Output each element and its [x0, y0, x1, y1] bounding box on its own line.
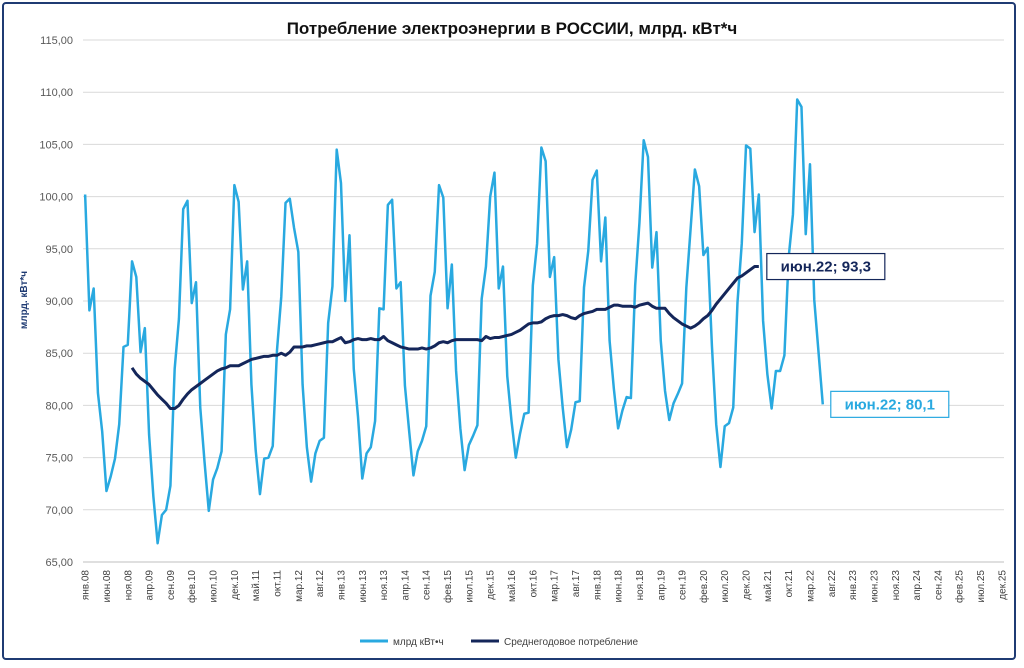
y-tick-label: 80,00: [45, 400, 73, 412]
x-tick-label: июл.25: [976, 570, 987, 603]
annotations: июн.22; 93,3 июн.22; 80,1: [766, 252, 950, 418]
x-tick-label: янв.23: [848, 570, 859, 601]
y-tick-label: 100,00: [39, 192, 73, 204]
series-layer: [83, 98, 825, 545]
y-tick-label: 70,00: [45, 505, 73, 517]
x-tick-label: ноя.18: [635, 570, 646, 601]
x-tick-label: мар.22: [805, 570, 816, 602]
x-tick-label: мар.17: [550, 570, 561, 602]
x-tick-label: дек.20: [742, 570, 753, 600]
x-tick-label: авг.17: [571, 570, 582, 598]
y-tick-label: 110,00: [40, 87, 73, 99]
x-tick-label: апр.24: [912, 570, 923, 601]
y-axis-label: млрд. кВт*ч: [19, 271, 30, 329]
x-tick-label: июл.20: [720, 570, 731, 603]
legend: млрд кВт•ч Среднегодовое потребление: [360, 636, 638, 648]
x-tick-label: сен.14: [422, 570, 433, 600]
x-tick-label: дек.10: [230, 570, 241, 600]
x-tick-label: сен.24: [933, 570, 944, 600]
x-tick-label: июн.18: [614, 570, 625, 603]
x-tick-label: окт.11: [273, 570, 284, 597]
x-tick-label: авг.12: [315, 570, 326, 598]
y-tick-label: 75,00: [45, 453, 73, 465]
series-monthly-line: [83, 98, 825, 545]
x-tick-label: фев.15: [442, 570, 454, 603]
x-tick-label: дек.15: [486, 570, 497, 600]
x-tick-label: май.11: [251, 570, 262, 602]
legend-label: млрд кВт•ч: [393, 637, 444, 648]
x-tick-label: май.16: [507, 570, 518, 602]
annotation-label: июн.22; 80,1: [845, 396, 935, 413]
chart-title: Потребление электроэнергии в РОССИИ, млр…: [287, 19, 738, 38]
y-tick-label: 65,00: [45, 557, 73, 569]
legend-label: Среднегодовое потребление: [504, 636, 638, 648]
x-tick-label: апр.14: [400, 570, 411, 601]
x-tick-label: ноя.13: [379, 570, 390, 601]
x-axis-ticks: янв.08 июн.08 ноя.08 апр.09 сен.09 фев.10 июл.…: [81, 570, 1009, 603]
x-tick-label: июл.10: [209, 570, 220, 603]
y-tick-label: 85,00: [45, 348, 73, 360]
x-tick-label: июн.13: [358, 570, 369, 603]
x-tick-label: сен.19: [678, 570, 689, 600]
x-tick-label: фев.10: [186, 570, 198, 603]
series-average-line: [130, 265, 759, 411]
x-tick-label: сен.09: [166, 570, 177, 600]
y-axis-ticks: 65,00 70,00 75,00 80,00 85,00 90,00 95,00 100,0…: [39, 35, 73, 569]
y-tick-label: 115,00: [40, 35, 73, 47]
x-tick-label: июн.23: [869, 570, 880, 603]
x-tick-label: окт.16: [528, 570, 539, 598]
annotation-box: [830, 390, 950, 418]
annotation-box: [766, 252, 886, 281]
x-tick-label: окт.21: [784, 570, 795, 598]
x-tick-label: май.21: [763, 570, 774, 602]
x-tick-label: авг.22: [827, 570, 838, 598]
x-tick-label: мар.12: [294, 570, 305, 602]
chart-frame: [2, 2, 1016, 660]
x-tick-label: июл.15: [464, 570, 475, 603]
x-tick-label: янв.13: [336, 570, 347, 601]
x-tick-label: апр.09: [145, 570, 156, 601]
y-tick-label: 95,00: [45, 244, 73, 256]
x-tick-label: апр.19: [656, 570, 667, 601]
x-tick-label: ноя.23: [891, 570, 902, 601]
x-tick-label: фев.25: [954, 570, 966, 603]
grid: [83, 39, 1004, 563]
y-tick-label: 90,00: [45, 296, 73, 308]
x-tick-label: ноя.08: [123, 570, 134, 601]
x-tick-label: июн.08: [102, 570, 113, 603]
annotation-label: июн.22; 93,3: [781, 259, 871, 276]
x-tick-label: янв.08: [81, 570, 92, 601]
y-tick-label: 105,00: [39, 139, 73, 151]
x-tick-label: дек.25: [997, 570, 1008, 600]
x-tick-label: фев.20: [698, 570, 710, 603]
x-tick-label: янв.18: [592, 570, 603, 601]
